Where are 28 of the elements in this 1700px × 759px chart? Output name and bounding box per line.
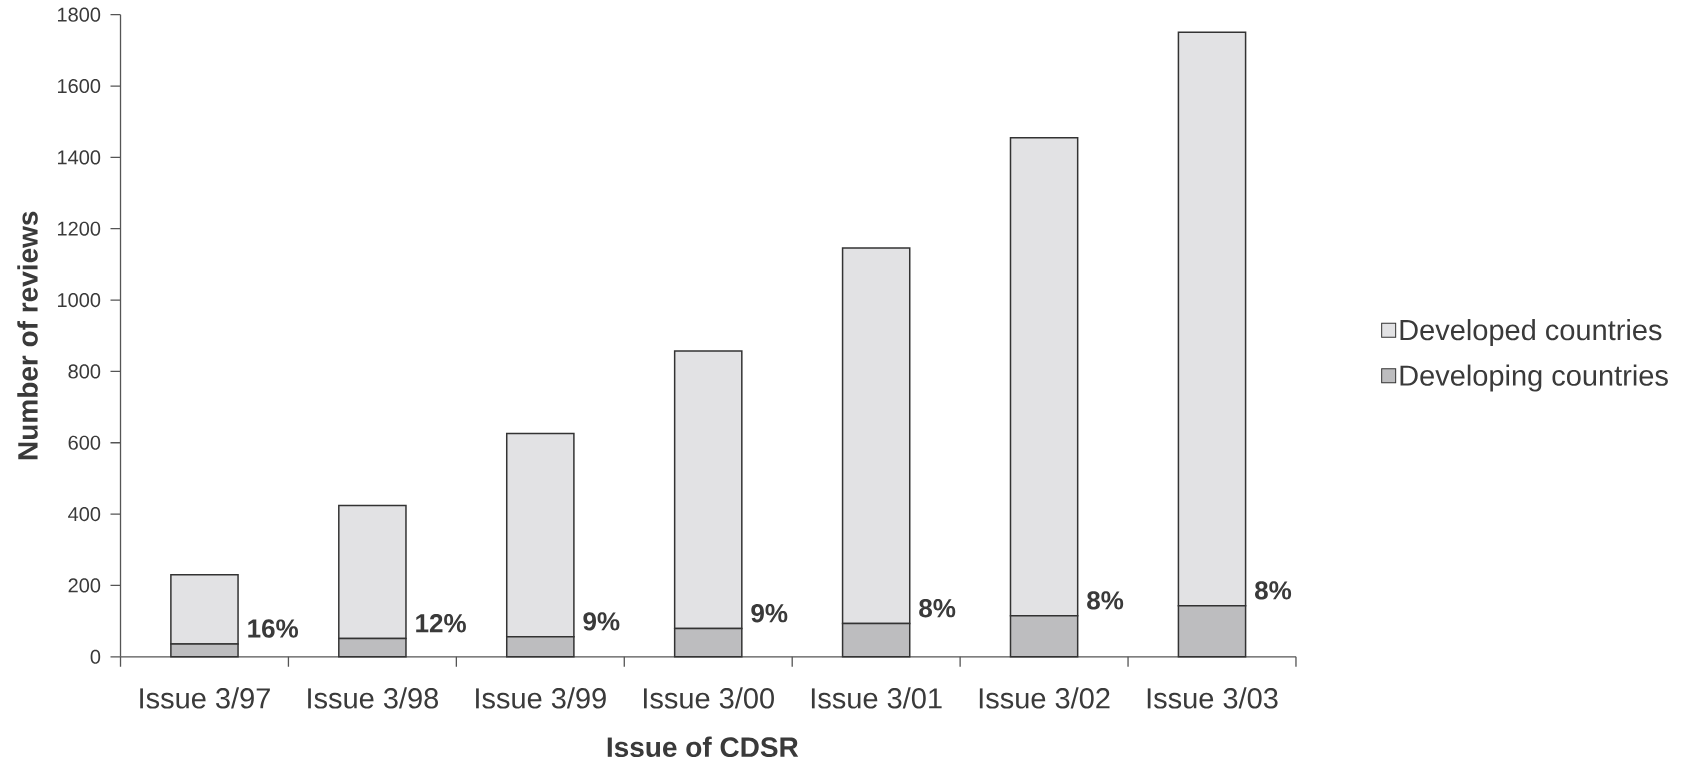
annotation: 9% xyxy=(751,603,788,623)
annotation: 16% xyxy=(248,619,299,638)
x-tick-label: Issue 3/99 xyxy=(476,687,606,709)
x-tick-label: Issue 3/01 xyxy=(811,687,942,709)
y-tick-label: 1800 xyxy=(58,7,101,22)
x-tick-label: Issue 3/98 xyxy=(308,687,439,709)
y-tick-label: 200 xyxy=(68,578,101,593)
y-tick-label: 600 xyxy=(68,435,101,450)
y-axis-title: Number of reviews xyxy=(17,211,38,460)
annotation: 8% xyxy=(1255,581,1292,600)
y-tick-label: 1400 xyxy=(58,150,101,165)
annotation: 8% xyxy=(1087,591,1124,610)
x-tick-label: Issue 3/03 xyxy=(1147,687,1278,709)
annotation: 12% xyxy=(416,614,466,633)
y-tick-label: 1000 xyxy=(58,292,101,308)
y-tick-label: 0 xyxy=(90,649,101,664)
y-tick-label: 800 xyxy=(68,364,101,379)
annotation: 8% xyxy=(919,599,956,618)
y-tick-label: 400 xyxy=(68,507,101,522)
legend-label: Developed countries xyxy=(1400,319,1662,347)
x-tick-label: Issue 3/02 xyxy=(979,687,1110,709)
annotation: 9% xyxy=(583,612,620,631)
y-tick-label: 1200 xyxy=(58,221,101,236)
x-axis-title: Issue of CDSR xyxy=(607,736,799,758)
legend-label: Developing countries xyxy=(1400,364,1668,392)
x-tick-label: Issue 3/00 xyxy=(644,687,774,709)
x-tick-label: Issue 3/97 xyxy=(140,687,270,709)
y-tick-label: 1600 xyxy=(58,78,101,94)
